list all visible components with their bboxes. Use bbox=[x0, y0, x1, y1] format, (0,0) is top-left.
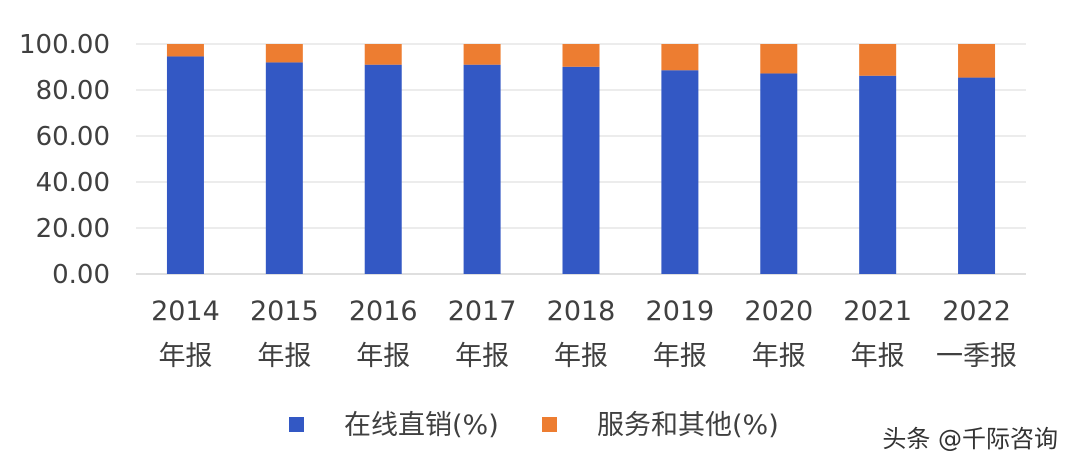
bar-segment bbox=[859, 44, 897, 76]
x-tick-label: 年报 bbox=[158, 341, 212, 372]
bar-segment bbox=[760, 73, 798, 274]
bar-segment bbox=[364, 44, 402, 65]
y-tick-label: 40.00 bbox=[36, 168, 110, 198]
x-tick-label: 一季报 bbox=[936, 341, 1017, 372]
x-tick-label: 年报 bbox=[752, 341, 806, 372]
legend: 在线直销(%) 服务和其他(%) bbox=[289, 410, 779, 441]
bar-segment bbox=[166, 56, 204, 274]
bar-segment bbox=[562, 66, 600, 275]
legend-label: 在线直销(%) bbox=[344, 410, 499, 441]
bar-segment bbox=[760, 44, 798, 74]
x-tick-label: 2019 bbox=[646, 296, 715, 327]
bar-segment bbox=[364, 64, 402, 274]
x-tick-label: 2015 bbox=[250, 296, 319, 327]
bar-segment bbox=[562, 44, 600, 67]
bar-segment bbox=[265, 44, 303, 63]
x-tick-label: 2017 bbox=[448, 296, 517, 327]
x-tick-label: 年报 bbox=[653, 341, 707, 372]
y-tick-label: 100.00 bbox=[19, 30, 110, 60]
x-tick-label: 年报 bbox=[554, 341, 608, 372]
x-tick-label: 年报 bbox=[356, 341, 410, 372]
bar-segment bbox=[958, 77, 996, 274]
bar-segment bbox=[661, 70, 699, 274]
bar-segment bbox=[859, 75, 897, 275]
y-tick-label: 0.00 bbox=[52, 260, 110, 290]
credit-text: 头条 @千际咨询 bbox=[882, 425, 1058, 453]
y-tick-label: 60.00 bbox=[36, 122, 110, 152]
bar-segment bbox=[958, 44, 996, 78]
legend-swatch bbox=[542, 417, 557, 432]
y-axis-ticks: 0.00 20.00 40.00 60.00 80.00 100.00 bbox=[19, 30, 110, 290]
x-tick-label: 年报 bbox=[257, 341, 311, 372]
bar-segment bbox=[463, 44, 501, 65]
y-tick-label: 20.00 bbox=[36, 214, 110, 244]
bar-segment bbox=[463, 64, 501, 274]
x-tick-label: 年报 bbox=[455, 341, 509, 372]
x-tick-label: 2018 bbox=[547, 296, 616, 327]
bar-segment bbox=[661, 44, 699, 71]
bar-segment bbox=[265, 62, 303, 275]
legend-label: 服务和其他(%) bbox=[597, 410, 779, 441]
x-tick-label: 2021 bbox=[843, 296, 912, 327]
x-tick-label: 2016 bbox=[349, 296, 418, 327]
bars bbox=[166, 44, 996, 275]
bar-segment bbox=[166, 44, 204, 57]
x-tick-label: 2022 bbox=[942, 296, 1011, 327]
y-tick-label: 80.00 bbox=[36, 76, 110, 106]
x-axis-categories: 2014 年报 2015 年报 2016 年报 2017 年报 2018 年报 2019 年报 2020… bbox=[151, 296, 1017, 372]
legend-swatch bbox=[289, 417, 304, 432]
x-tick-label: 年报 bbox=[851, 341, 905, 372]
x-tick-label: 2020 bbox=[744, 296, 813, 327]
x-tick-label: 2014 bbox=[151, 296, 220, 327]
